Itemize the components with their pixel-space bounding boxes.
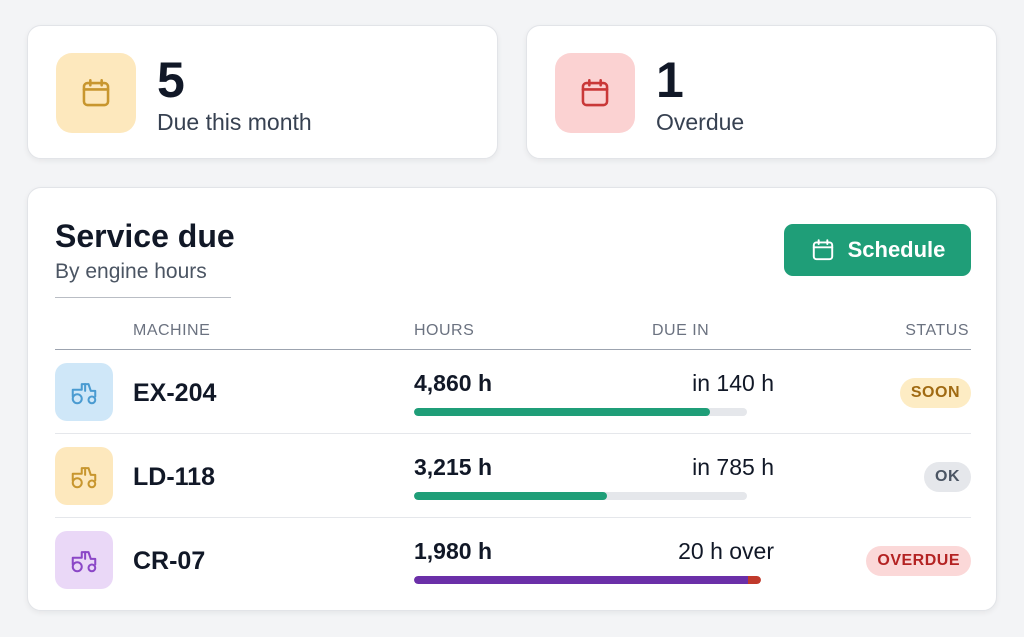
stat-icon-tile xyxy=(56,53,136,133)
machine-name[interactable]: CR-07 xyxy=(133,547,206,575)
schedule-button[interactable]: Schedule xyxy=(784,224,971,276)
calendar-icon xyxy=(581,78,609,107)
progress-fill xyxy=(414,408,711,416)
tractor-icon xyxy=(71,383,97,405)
machine-icon-tile xyxy=(55,531,113,589)
due-in: in 785 h xyxy=(692,454,774,480)
column-header-due-in[interactable]: DUE IN xyxy=(652,322,710,339)
panel-title: Service due xyxy=(55,218,235,254)
row-divider xyxy=(55,433,971,434)
stat-card-due-this-month: 5 Due this month xyxy=(27,25,498,159)
engine-hours: 3,215 h xyxy=(414,454,492,480)
row-divider xyxy=(55,517,971,518)
progress-bar xyxy=(414,576,761,584)
stat-value: 1 xyxy=(656,52,684,108)
table-row[interactable]: CR-07 1,980 h 20 h over OVERDUE xyxy=(55,518,971,602)
service-due-panel: Service due By engine hours Schedule MAC… xyxy=(27,187,997,611)
machine-name[interactable]: LD-118 xyxy=(133,463,215,491)
calendar-icon xyxy=(82,78,110,107)
progress-bar xyxy=(414,492,747,500)
stat-card-overdue: 1 Overdue xyxy=(526,25,997,159)
calendar-icon xyxy=(812,239,833,261)
stat-value: 5 xyxy=(157,52,185,108)
status-badge: SOON xyxy=(899,378,971,408)
column-header-status[interactable]: STATUS xyxy=(905,322,969,339)
status-badge: OK xyxy=(924,462,971,492)
engine-hours: 4,860 h xyxy=(414,370,492,396)
stat-icon-tile xyxy=(555,53,635,133)
machine-icon-tile xyxy=(55,363,113,421)
tractor-icon xyxy=(71,551,97,573)
table-row[interactable]: EX-204 4,860 h in 140 h SOON xyxy=(55,350,971,434)
due-in: in 140 h xyxy=(692,370,774,396)
progress-fill xyxy=(414,492,608,500)
tractor-icon xyxy=(71,467,97,489)
table-row[interactable]: LD-118 3,215 h in 785 h OK xyxy=(55,434,971,518)
stat-label: Overdue xyxy=(656,109,745,135)
status-badge: OVERDUE xyxy=(866,546,971,576)
panel-subtitle: By engine hours xyxy=(55,260,207,283)
column-header-machine[interactable]: MACHINE xyxy=(133,322,211,339)
due-in: 20 h over xyxy=(678,538,774,564)
progress-bar xyxy=(414,408,747,416)
schedule-button-label: Schedule xyxy=(847,237,946,262)
progress-fill xyxy=(414,576,748,584)
engine-hours: 1,980 h xyxy=(414,538,492,564)
machine-icon-tile xyxy=(55,447,113,505)
title-divider xyxy=(55,297,231,298)
machine-name[interactable]: EX-204 xyxy=(133,379,217,407)
overage-fill xyxy=(747,576,761,584)
stat-label: Due this month xyxy=(157,109,312,135)
column-header-hours[interactable]: HOURS xyxy=(414,322,475,339)
header-divider xyxy=(55,349,971,350)
